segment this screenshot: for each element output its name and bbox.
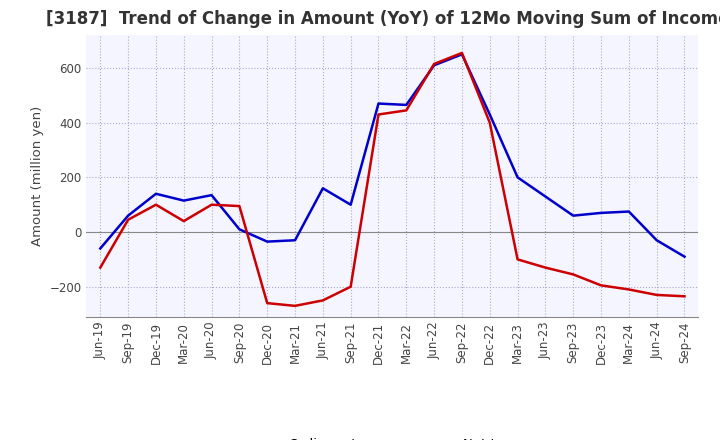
Title: [3187]  Trend of Change in Amount (YoY) of 12Mo Moving Sum of Incomes: [3187] Trend of Change in Amount (YoY) o…	[45, 10, 720, 28]
Ordinary Income	[263, 239, 271, 244]
Line: Ordinary Income: Ordinary Income	[100, 54, 685, 257]
Ordinary Income	[680, 254, 689, 259]
Ordinary Income	[318, 186, 327, 191]
Ordinary Income	[569, 213, 577, 218]
Ordinary Income	[179, 198, 188, 203]
Net Income	[541, 265, 550, 270]
Net Income	[680, 293, 689, 299]
Ordinary Income	[485, 112, 494, 117]
Net Income	[430, 61, 438, 66]
Net Income	[235, 203, 243, 209]
Net Income	[597, 283, 606, 288]
Ordinary Income	[541, 194, 550, 199]
Net Income	[374, 112, 383, 117]
Net Income	[569, 272, 577, 277]
Net Income	[207, 202, 216, 207]
Ordinary Income	[624, 209, 633, 214]
Ordinary Income	[402, 102, 410, 107]
Net Income	[291, 303, 300, 308]
Ordinary Income	[597, 210, 606, 216]
Net Income	[124, 217, 132, 222]
Ordinary Income	[124, 213, 132, 218]
Ordinary Income	[430, 62, 438, 68]
Net Income	[318, 298, 327, 303]
Ordinary Income	[513, 175, 522, 180]
Legend: Ordinary Income, Net Income: Ordinary Income, Net Income	[240, 433, 545, 440]
Net Income	[179, 219, 188, 224]
Ordinary Income	[291, 238, 300, 243]
Ordinary Income	[235, 227, 243, 232]
Net Income	[263, 301, 271, 306]
Ordinary Income	[652, 238, 661, 243]
Ordinary Income	[346, 202, 355, 207]
Line: Net Income: Net Income	[100, 53, 685, 306]
Net Income	[96, 265, 104, 270]
Net Income	[513, 257, 522, 262]
Net Income	[402, 108, 410, 113]
Net Income	[624, 287, 633, 292]
Ordinary Income	[152, 191, 161, 196]
Net Income	[485, 120, 494, 125]
Ordinary Income	[207, 192, 216, 198]
Net Income	[458, 50, 467, 55]
Ordinary Income	[96, 246, 104, 251]
Net Income	[152, 202, 161, 207]
Y-axis label: Amount (million yen): Amount (million yen)	[31, 106, 44, 246]
Net Income	[346, 284, 355, 290]
Ordinary Income	[374, 101, 383, 106]
Ordinary Income	[458, 51, 467, 57]
Net Income	[652, 292, 661, 297]
